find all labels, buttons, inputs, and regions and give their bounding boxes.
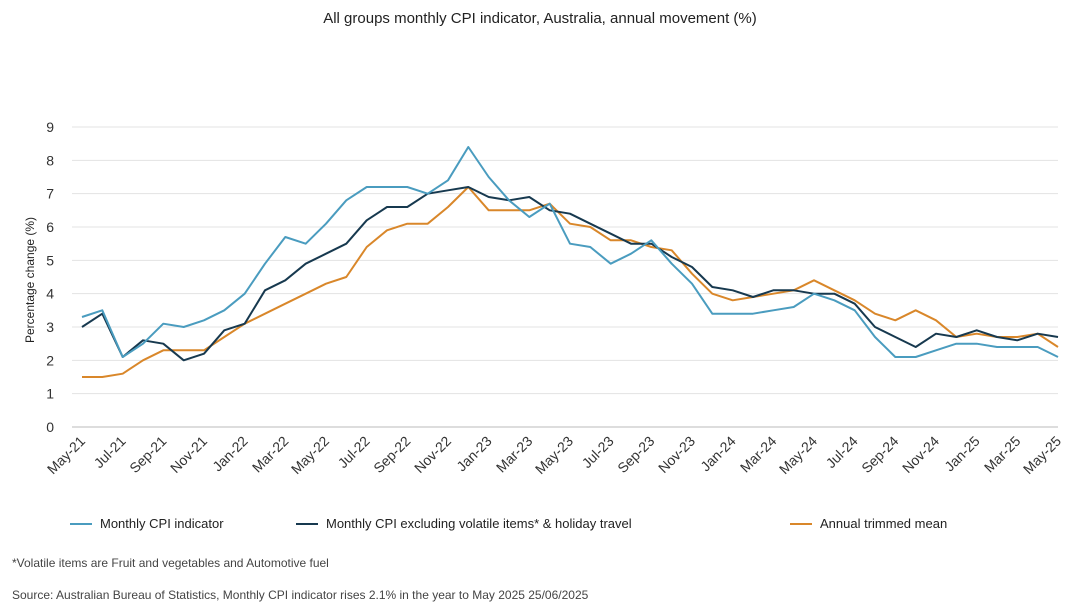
x-tick-label: Nov-24 — [899, 433, 942, 476]
x-tick-label: Jul-22 — [335, 433, 373, 471]
y-tick-label: 3 — [46, 319, 54, 335]
x-tick-label: Nov-21 — [167, 433, 210, 476]
legend-swatch — [790, 522, 812, 525]
legend-item-monthly-cpi: Monthly CPI indicator — [70, 516, 224, 531]
y-tick-label: 7 — [46, 186, 54, 202]
y-tick-label: 9 — [46, 119, 54, 135]
y-tick-label: 1 — [46, 386, 54, 402]
series-line-1 — [81, 186, 1059, 362]
y-tick-label: 8 — [46, 152, 54, 168]
y-tick-label: 2 — [46, 352, 54, 368]
x-tick-label: Jul-24 — [823, 433, 861, 471]
x-tick-label: Jul-21 — [91, 433, 129, 471]
legend-label: Monthly CPI excluding volatile items* & … — [326, 516, 632, 531]
gridlines — [72, 126, 1058, 428]
y-tick-label: 4 — [46, 286, 54, 302]
x-tick-label: May-23 — [532, 433, 576, 477]
x-tick-label: Sep-23 — [614, 433, 657, 476]
legend-item-trimmed-mean: Annual trimmed mean — [790, 516, 947, 531]
y-axis-label: Percentage change (%) — [23, 217, 37, 343]
legend: Monthly CPI indicator Monthly CPI exclud… — [0, 516, 1080, 536]
y-axis-ticks: 0 1 2 3 4 5 6 7 8 9 — [46, 119, 54, 435]
x-tick-label: Sep-24 — [858, 433, 901, 476]
x-tick-label: Mar-24 — [737, 433, 780, 476]
legend-swatch — [296, 522, 318, 525]
legend-item-cpi-excluding-volatile: Monthly CPI excluding volatile items* & … — [296, 516, 632, 531]
footnote: *Volatile items are Fruit and vegetables… — [12, 556, 329, 570]
x-tick-label: May-24 — [776, 433, 820, 477]
x-tick-label: Jul-23 — [579, 433, 617, 471]
legend-swatch — [70, 522, 92, 525]
x-tick-label: Jan-22 — [209, 433, 251, 475]
x-tick-label: Jan-25 — [941, 433, 983, 475]
x-tick-label: Mar-25 — [981, 433, 1024, 476]
x-tick-label: Mar-22 — [249, 433, 292, 476]
y-tick-label: 6 — [46, 219, 54, 235]
series-lines — [81, 146, 1059, 378]
chart-title: All groups monthly CPI indicator, Austra… — [323, 10, 757, 27]
y-tick-label: 5 — [46, 252, 54, 268]
series-line-0 — [81, 146, 1059, 358]
x-tick-label: May-22 — [288, 433, 332, 477]
x-tick-label: Jan-24 — [697, 433, 739, 475]
x-tick-label: Sep-21 — [126, 433, 169, 476]
series-line-2 — [82, 186, 1059, 378]
source-note: Source: Australian Bureau of Statistics,… — [12, 588, 589, 602]
x-tick-label: Jan-23 — [453, 433, 495, 475]
x-tick-label: Sep-22 — [370, 433, 413, 476]
x-tick-label: Nov-23 — [655, 433, 698, 476]
x-tick-label: Nov-22 — [411, 433, 454, 476]
x-tick-label: May-21 — [44, 433, 88, 477]
legend-label: Monthly CPI indicator — [100, 516, 224, 531]
y-tick-label: 0 — [46, 419, 54, 435]
x-tick-label: May-25 — [1020, 433, 1064, 477]
legend-label: Annual trimmed mean — [820, 516, 948, 531]
x-tick-label: Mar-23 — [493, 433, 536, 476]
